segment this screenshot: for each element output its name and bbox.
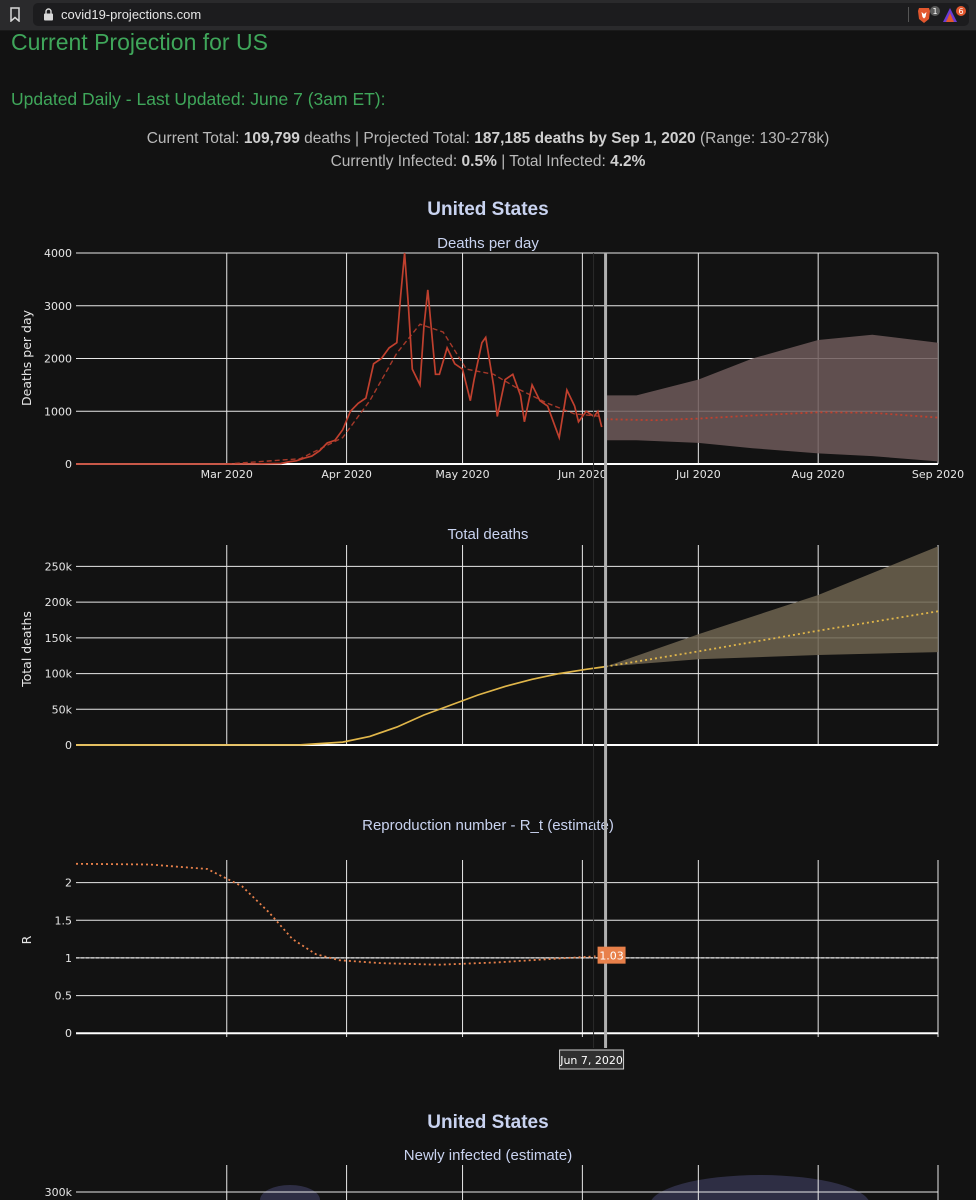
y-tick-label: 300k bbox=[45, 1186, 73, 1199]
series-line-dotted bbox=[605, 411, 939, 422]
total-infected-value: 4.2% bbox=[610, 153, 646, 170]
y-axis-label: R bbox=[19, 935, 34, 944]
chart-title-newly-infected: Newly infected (estimate) bbox=[403, 1147, 573, 1164]
chart-title-reproduction-number: Reproduction number - R_t (estimate) bbox=[362, 817, 614, 834]
y-tick-label: 100k bbox=[45, 668, 73, 681]
url-field[interactable]: covid19-projections.com 1 6 bbox=[33, 3, 969, 26]
hover-value-label: 1.03 bbox=[599, 950, 624, 963]
band-blob bbox=[260, 1185, 320, 1200]
current-total-unit: deaths bbox=[304, 130, 351, 147]
x-tick-label: Jun 2020 bbox=[557, 468, 607, 481]
y-tick-label: 0 bbox=[65, 1027, 72, 1040]
updated-heading: Updated Daily - Last Updated: June 7 (3a… bbox=[11, 89, 386, 109]
projection-band bbox=[605, 334, 938, 462]
hover-date-box bbox=[559, 1049, 625, 1070]
total-infected-label: Total Infected: bbox=[509, 153, 606, 170]
y-tick-label: 0.5 bbox=[55, 990, 73, 1003]
browser-address-bar: covid19-projections.com 1 6 bbox=[0, 0, 976, 31]
band-blob bbox=[651, 1175, 869, 1200]
currently-infected-label: Currently Infected: bbox=[330, 153, 458, 170]
hover-date-label: Jun 7, 2020 bbox=[559, 1054, 623, 1067]
bookmark-icon[interactable] bbox=[9, 7, 21, 22]
summary-line-totals: Current Total: 109,799 deaths | Projecte… bbox=[0, 130, 976, 148]
y-tick-label: 2 bbox=[65, 877, 72, 890]
url-text: covid19-projections.com bbox=[61, 7, 202, 22]
y-tick-label: 0 bbox=[65, 739, 72, 752]
projected-total-label: Projected Total: bbox=[363, 130, 470, 147]
current-total-label: Current Total: bbox=[146, 130, 240, 147]
toolbar-divider bbox=[908, 7, 909, 22]
brave-rewards-icon[interactable]: 6 bbox=[942, 6, 968, 24]
x-tick-label: Mar 2020 bbox=[201, 468, 253, 481]
page-title: Current Projection for US bbox=[11, 29, 268, 55]
figure-title-2: United States bbox=[427, 1112, 549, 1133]
chart-panel-1: 0 50k 100k 150k 200k 250k Total deaths bbox=[19, 545, 939, 752]
chart-panel-2: 0 0.5 1 1.5 2 R bbox=[19, 860, 939, 1040]
y-tick-label: 150k bbox=[45, 632, 73, 645]
series-line-solid bbox=[76, 252, 603, 465]
chart-panel-0: 0 1000 2000 3000 4000 Deaths per day Mar 2020 A… bbox=[19, 247, 964, 481]
x-tick-label: May 2020 bbox=[435, 468, 489, 481]
lock-icon bbox=[44, 8, 53, 21]
projected-range: (Range: 130-278k) bbox=[700, 130, 830, 147]
series-line-solid bbox=[75, 665, 606, 746]
chart-panel-3: 300k bbox=[45, 1165, 939, 1200]
projected-total-value: 187,185 deaths by Sep 1, 2020 bbox=[474, 130, 696, 147]
separator: | bbox=[355, 130, 360, 147]
ext2-badge: 6 bbox=[958, 7, 963, 16]
y-tick-label: 50k bbox=[52, 703, 73, 716]
y-tick-label: 1000 bbox=[44, 405, 72, 418]
separator: | bbox=[501, 153, 506, 170]
y-tick-label: 3000 bbox=[44, 300, 72, 313]
y-tick-label: 2000 bbox=[44, 353, 72, 366]
chart-title-total-deaths: Total deaths bbox=[447, 526, 529, 543]
y-tick-label: 200k bbox=[45, 596, 73, 609]
y-tick-label: 250k bbox=[45, 560, 73, 573]
series-line-dotted bbox=[605, 610, 939, 668]
ext1-badge: 1 bbox=[932, 7, 937, 16]
brave-shield-icon[interactable]: 1 bbox=[916, 6, 942, 24]
chart-title-deaths-per-day: Deaths per day bbox=[437, 235, 539, 252]
projection-band bbox=[605, 546, 938, 667]
y-axis-label: Total deaths bbox=[19, 611, 34, 688]
x-tick-label: Jul 2020 bbox=[675, 468, 721, 481]
figure-title: United States bbox=[427, 199, 549, 220]
series-line-dashed bbox=[226, 323, 602, 465]
currently-infected-value: 0.5% bbox=[461, 153, 497, 170]
summary-line-infected: Currently Infected: 0.5% | Total Infecte… bbox=[0, 153, 976, 171]
y-tick-label: 0 bbox=[65, 458, 72, 471]
x-tick-label: Apr 2020 bbox=[321, 468, 372, 481]
y-tick-label: 1.5 bbox=[55, 914, 73, 927]
current-total-value: 109,799 bbox=[243, 130, 300, 147]
y-tick-label: 4000 bbox=[44, 247, 72, 260]
hover-value-box bbox=[597, 946, 626, 964]
series-line-dotted bbox=[75, 862, 606, 966]
x-tick-label: Sep 2020 bbox=[912, 468, 964, 481]
y-tick-label: 1 bbox=[65, 952, 72, 965]
y-axis-label: Deaths per day bbox=[19, 309, 34, 406]
x-tick-label: Aug 2020 bbox=[792, 468, 845, 481]
